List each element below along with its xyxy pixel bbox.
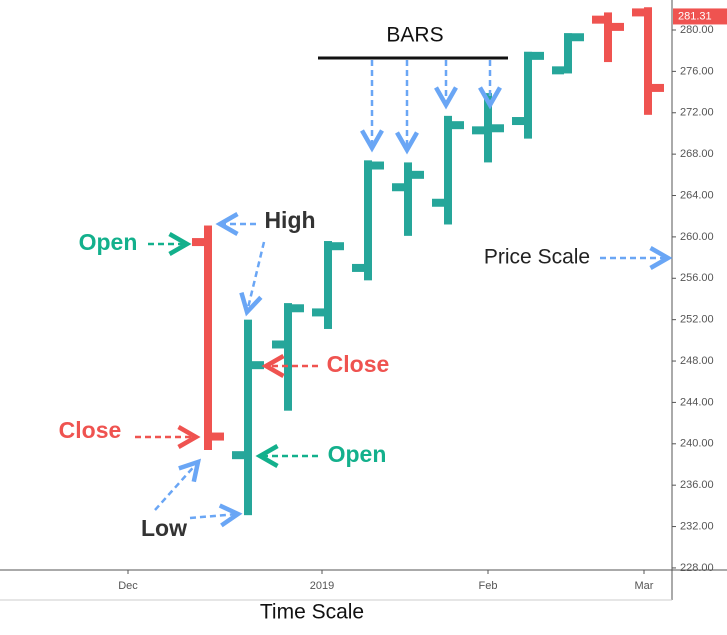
axes: 228.00 232.00 236.00 240.00 244.00 248.00 252.…	[118, 8, 727, 592]
annotation: Open	[79, 229, 138, 255]
y-tick-label: 228.00	[680, 562, 714, 574]
bar-range	[324, 241, 332, 329]
bar-range	[364, 160, 372, 281]
bar-close	[252, 361, 264, 370]
bar-open	[312, 308, 324, 317]
arrows	[135, 354, 318, 449]
bar-open	[632, 8, 644, 17]
y-tick-label: 280.00	[680, 24, 714, 36]
bar-open	[392, 183, 404, 192]
bar-open	[232, 451, 244, 460]
bar-range	[204, 225, 212, 450]
bar-close	[652, 83, 664, 92]
bar-close	[412, 170, 424, 179]
bar-close	[372, 161, 384, 170]
bar-range	[284, 303, 292, 411]
annotation: Price Scale	[484, 246, 590, 269]
y-tick-label: 256.00	[680, 272, 714, 284]
bar-range	[604, 12, 612, 63]
annotation: Time Scale	[260, 601, 364, 624]
bar-range	[564, 33, 572, 74]
bar-close	[612, 22, 624, 31]
bar-range	[484, 93, 492, 163]
bar-close	[452, 121, 464, 130]
bars	[192, 7, 664, 516]
y-tick-label: 232.00	[680, 520, 714, 532]
bar-range	[644, 7, 652, 115]
bar-open	[272, 340, 284, 349]
x-tick-label: Feb	[479, 580, 498, 592]
bar-close	[212, 432, 224, 441]
bar-close	[292, 304, 304, 313]
bar-range	[444, 115, 452, 225]
annotation: Close	[59, 417, 122, 443]
y-tick-label: 268.00	[680, 148, 714, 160]
y-tick-label: 236.00	[680, 479, 714, 491]
x-tick-label: Mar	[635, 580, 654, 592]
bar-range	[524, 51, 532, 139]
y-tick-label: 244.00	[680, 396, 714, 408]
bar-open	[192, 238, 204, 247]
bar-range	[244, 319, 252, 516]
bar-open	[592, 15, 604, 24]
x-tick-label: 2019	[310, 580, 334, 592]
last-price-box	[673, 8, 727, 25]
bar-open	[472, 126, 484, 135]
y-tick-label: 248.00	[680, 355, 714, 367]
bar-open	[432, 198, 444, 207]
annotation: High	[264, 207, 315, 233]
bar-close	[332, 242, 344, 251]
bar-close	[572, 33, 584, 42]
bar-open	[552, 66, 564, 75]
y-tick-label: 260.00	[680, 231, 714, 243]
x-tick-label: Dec	[118, 580, 138, 592]
arrows	[148, 232, 318, 468]
y-tick-label: 264.00	[680, 189, 714, 201]
annotation: Low	[141, 515, 187, 541]
bar-open	[512, 117, 524, 126]
y-tick-label: 272.00	[680, 107, 714, 119]
annotation: Open	[328, 441, 387, 467]
bar-open	[352, 263, 364, 272]
annotation: Close	[327, 351, 390, 377]
last-price-label: 281.31	[678, 10, 712, 22]
y-tick-label: 240.00	[680, 438, 714, 450]
bar-range	[404, 162, 412, 236]
bar-close	[532, 51, 544, 60]
y-tick-label: 276.00	[680, 65, 714, 77]
annotation: BARS	[386, 24, 443, 47]
y-tick-label: 252.00	[680, 314, 714, 326]
bar-close	[492, 124, 504, 133]
arrows	[154, 60, 673, 528]
